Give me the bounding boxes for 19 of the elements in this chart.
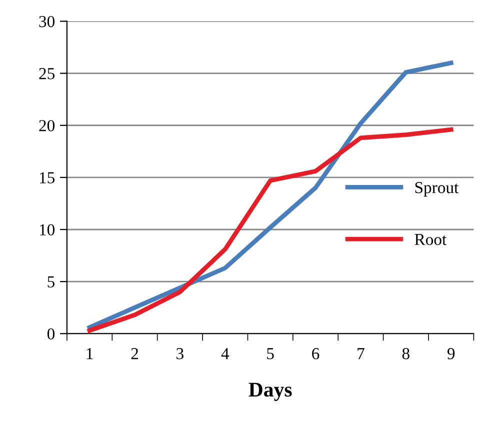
legend-label: Root [414,234,447,246]
y-tick-label: 30 [39,16,55,28]
y-tick-label: 5 [48,276,55,288]
x-tick-label: 5 [267,348,274,360]
y-tick-label: 10 [40,224,55,236]
x-tick-label: 2 [131,348,138,360]
x-tick-label: 6 [312,348,320,360]
y-tick-label: 0 [47,328,55,340]
x-tick-label: 8 [402,348,410,360]
x-tick-label: 4 [221,348,230,360]
x-tick-label: 1 [86,348,93,360]
x-tick-label: 7 [358,348,364,360]
legend-label: Sprout [415,182,459,197]
y-tick-label: 20 [39,120,55,132]
y-tick-label: 25 [39,68,55,80]
x-tick-label: 9 [447,348,455,360]
x-tick-label: 3 [176,348,184,360]
x-axis-title: Days [248,382,292,401]
y-tick-label: 15 [40,172,55,184]
